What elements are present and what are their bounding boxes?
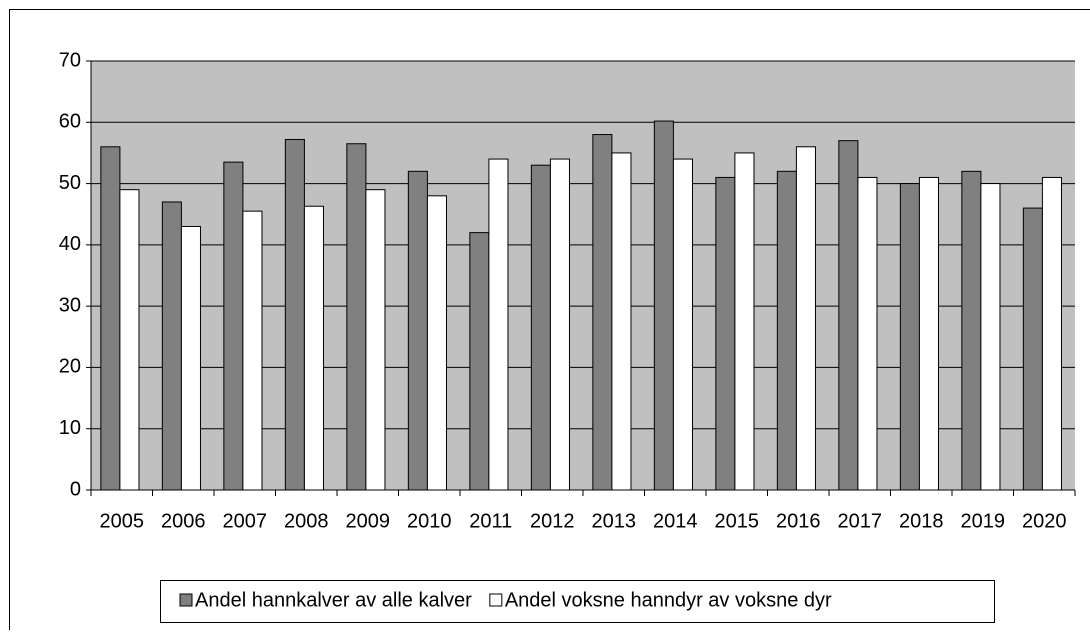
x-tick-label: 2020 (1022, 510, 1067, 532)
bar (181, 226, 200, 490)
x-tick-label: 2019 (961, 510, 1006, 532)
y-tick-label: 30 (59, 294, 81, 316)
bar (1023, 208, 1042, 490)
bar (101, 147, 120, 490)
bar (839, 141, 858, 490)
bar (224, 162, 243, 490)
x-tick-label: 2016 (776, 510, 821, 532)
y-tick-label: 20 (59, 356, 81, 378)
bar (366, 190, 385, 490)
bar (304, 206, 323, 490)
bar (120, 190, 139, 490)
bar (162, 202, 181, 490)
x-tick-label: 2008 (284, 510, 329, 532)
bar (285, 139, 304, 490)
bar (858, 177, 877, 490)
bar (550, 159, 569, 490)
bar (593, 135, 612, 490)
bar (489, 159, 508, 490)
bar (777, 171, 796, 490)
x-tick-label: 2006 (161, 510, 206, 532)
x-tick-label: 2018 (899, 510, 944, 532)
x-tick-label: 2010 (407, 510, 452, 532)
x-tick-label: 2009 (346, 510, 391, 532)
bar (673, 159, 692, 490)
bar (716, 177, 735, 490)
x-tick-label: 2015 (715, 510, 760, 532)
legend-label: Andel voksne hanndyr av voksne dyr (505, 589, 832, 611)
x-tick-label: 2013 (592, 510, 637, 532)
y-tick-label: 60 (59, 111, 81, 133)
x-tick-label: 2011 (469, 510, 512, 532)
y-tick-label: 10 (59, 417, 81, 439)
bar (531, 165, 550, 490)
bar (981, 184, 1000, 490)
x-tick-label: 2007 (223, 510, 268, 532)
y-tick-label: 0 (70, 478, 81, 500)
bar (919, 177, 938, 490)
bar (408, 171, 427, 490)
y-tick-label: 50 (59, 172, 81, 194)
bar (612, 153, 631, 490)
bar (900, 184, 919, 490)
bar (796, 147, 815, 490)
bar (243, 211, 262, 490)
bar (962, 171, 981, 490)
x-tick-label: 2012 (530, 510, 575, 532)
bar (735, 153, 754, 490)
x-tick-label: 2017 (838, 510, 883, 532)
bar (1042, 177, 1061, 490)
y-tick-label: 70 (59, 49, 81, 71)
bar (347, 144, 366, 490)
legend-label: Andel hannkalver av alle kalver (195, 589, 472, 611)
bar (470, 233, 489, 490)
x-tick-label: 2014 (653, 510, 698, 532)
legend-swatch (490, 594, 502, 606)
y-tick-label: 40 (59, 233, 81, 255)
legend-swatch (180, 594, 192, 606)
x-tick-label: 2005 (100, 510, 145, 532)
bar (427, 196, 446, 490)
bar (654, 121, 673, 490)
